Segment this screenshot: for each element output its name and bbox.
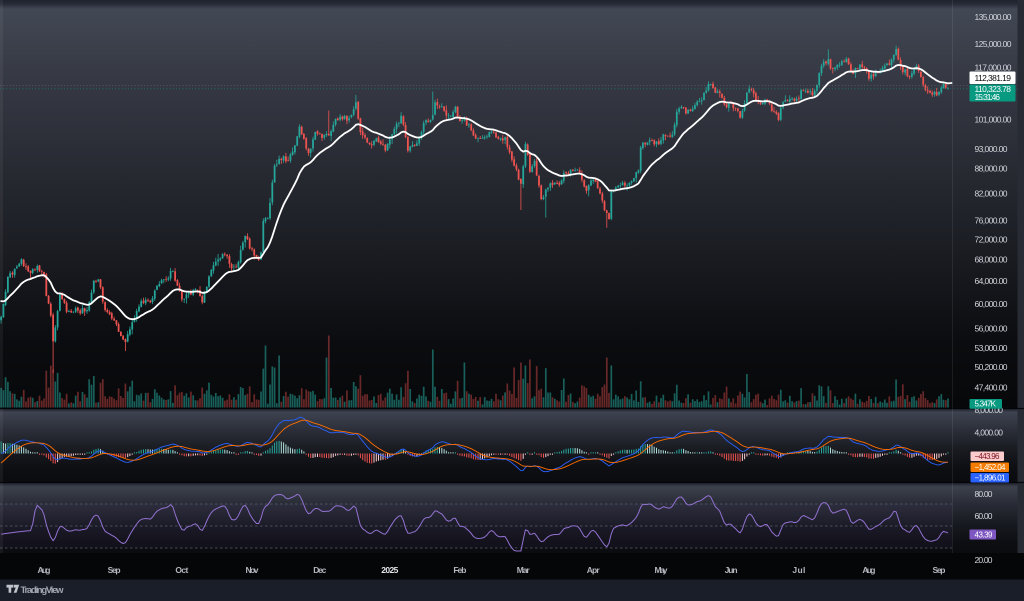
svg-text:101,000.00: 101,000.00 xyxy=(975,115,1012,125)
svg-text:60.00: 60.00 xyxy=(975,511,993,521)
svg-text:Jul: Jul xyxy=(792,565,805,575)
svg-text:60,000.00: 60,000.00 xyxy=(975,299,1008,309)
svg-text:56,000.00: 56,000.00 xyxy=(975,324,1008,334)
svg-text:47,400.00: 47,400.00 xyxy=(975,383,1008,393)
svg-text:Mar: Mar xyxy=(517,565,531,575)
svg-text:Oct: Oct xyxy=(175,565,188,575)
svg-text:64,000.00: 64,000.00 xyxy=(975,276,1008,286)
svg-text:Sep: Sep xyxy=(933,565,946,575)
svg-text:Apr: Apr xyxy=(587,565,601,575)
svg-text:82,000.00: 82,000.00 xyxy=(975,188,1008,198)
svg-text:Jun: Jun xyxy=(725,565,738,575)
svg-text:135,000.00: 135,000.00 xyxy=(975,12,1012,22)
svg-text:2025: 2025 xyxy=(381,565,398,575)
svg-text:80.00: 80.00 xyxy=(975,489,993,499)
svg-text:May: May xyxy=(655,565,668,575)
svg-text:4,000.00: 4,000.00 xyxy=(975,427,1004,437)
svg-text:Dec: Dec xyxy=(313,565,326,575)
svg-text:125,000.00: 125,000.00 xyxy=(975,39,1012,49)
svg-text:Nov: Nov xyxy=(246,565,259,575)
svg-text:15:31:46: 15:31:46 xyxy=(975,92,1001,102)
svg-text:−1,896.01: −1,896.01 xyxy=(975,474,1007,483)
svg-text:76,000.00: 76,000.00 xyxy=(975,215,1008,225)
svg-text:Aug: Aug xyxy=(862,565,875,575)
svg-text:43.39: 43.39 xyxy=(975,531,994,540)
svg-text:5.347K: 5.347K xyxy=(975,400,997,409)
svg-text:Feb: Feb xyxy=(453,565,466,575)
svg-text:TradingView: TradingView xyxy=(21,585,65,596)
svg-text:112,381.19: 112,381.19 xyxy=(975,73,1012,83)
svg-text:Sep: Sep xyxy=(108,565,121,575)
svg-text:8,000.00: 8,000.00 xyxy=(975,405,1004,415)
svg-text:117,000.00: 117,000.00 xyxy=(975,63,1012,73)
svg-text:−443.96: −443.96 xyxy=(975,452,1001,461)
svg-text:72,000.00: 72,000.00 xyxy=(975,235,1008,245)
svg-text:88,000.00: 88,000.00 xyxy=(975,163,1008,173)
svg-text:93,000.00: 93,000.00 xyxy=(975,144,1008,154)
svg-text:68,000.00: 68,000.00 xyxy=(975,255,1008,265)
svg-text:20.00: 20.00 xyxy=(975,555,993,565)
svg-text:53,000.00: 53,000.00 xyxy=(975,343,1008,353)
svg-text:110,323.78: 110,323.78 xyxy=(975,84,1012,94)
svg-text:Aug: Aug xyxy=(38,565,51,575)
svg-text:50,200.00: 50,200.00 xyxy=(975,362,1008,372)
svg-text:−1,452.04: −1,452.04 xyxy=(975,463,1007,472)
